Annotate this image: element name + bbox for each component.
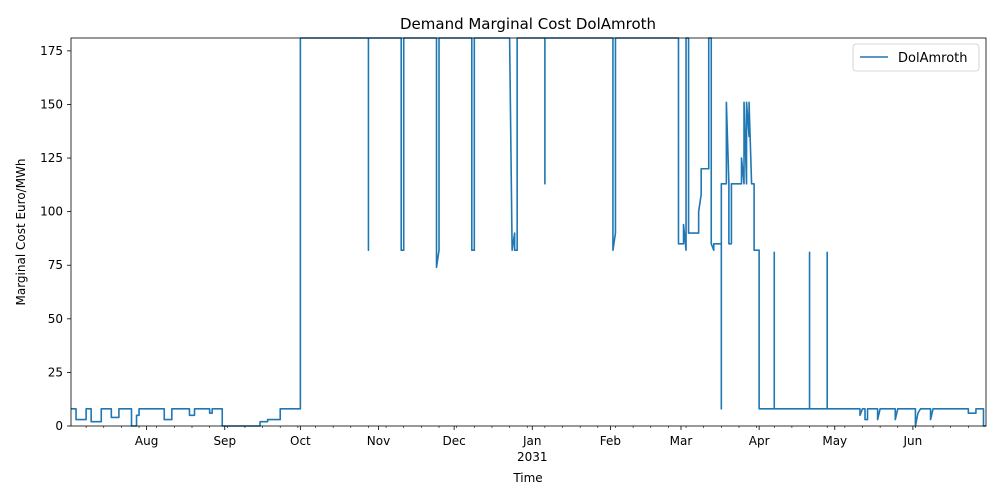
y-tick-label-125: 125 <box>40 151 63 165</box>
x-tick-label-apr: Apr <box>749 434 770 448</box>
y-tick-label-100: 100 <box>40 205 63 219</box>
x-tick-label-aug: Aug <box>135 434 158 448</box>
legend-label-dolamroth: DolAmroth <box>898 51 967 66</box>
x-tick-label-jan: Jan <box>522 434 542 448</box>
y-tick-label-75: 75 <box>48 258 63 272</box>
x-tick-label-sep: Sep <box>213 434 236 448</box>
chart-title: Demand Marginal Cost DolAmroth <box>400 15 656 33</box>
series-line-dolamroth <box>71 37 986 427</box>
x-axis-label: Time <box>512 471 542 485</box>
x-year-label: 2031 <box>517 450 548 464</box>
x-tick-label-dec: Dec <box>443 434 466 448</box>
legend-box <box>852 43 980 72</box>
x-axis: Aug Sep Oct Nov Dec Jan Feb Mar Apr May Jun 2031 <box>85 426 969 464</box>
legend: DolAmroth <box>852 43 980 72</box>
x-tick-label-oct: Oct <box>290 434 311 448</box>
y-axis: 0 25 50 75 100 125 150 175 <box>40 44 71 433</box>
x-tick-label-jun: Jun <box>903 434 923 448</box>
y-tick-label-175: 175 <box>40 44 63 58</box>
x-tick-label-may: May <box>822 434 847 448</box>
y-tick-label-25: 25 <box>48 365 63 379</box>
y-tick-label-150: 150 <box>40 97 63 111</box>
plot-area <box>71 37 986 427</box>
plot-frame <box>70 37 987 427</box>
y-tick-label-0: 0 <box>55 419 63 433</box>
y-axis-label: Marginal Cost Euro/MWh <box>14 158 28 305</box>
y-tick-label-50: 50 <box>48 312 63 326</box>
x-tick-label-feb: Feb <box>600 434 621 448</box>
x-tick-label-nov: Nov <box>367 434 390 448</box>
x-tick-label-mar: Mar <box>670 434 693 448</box>
